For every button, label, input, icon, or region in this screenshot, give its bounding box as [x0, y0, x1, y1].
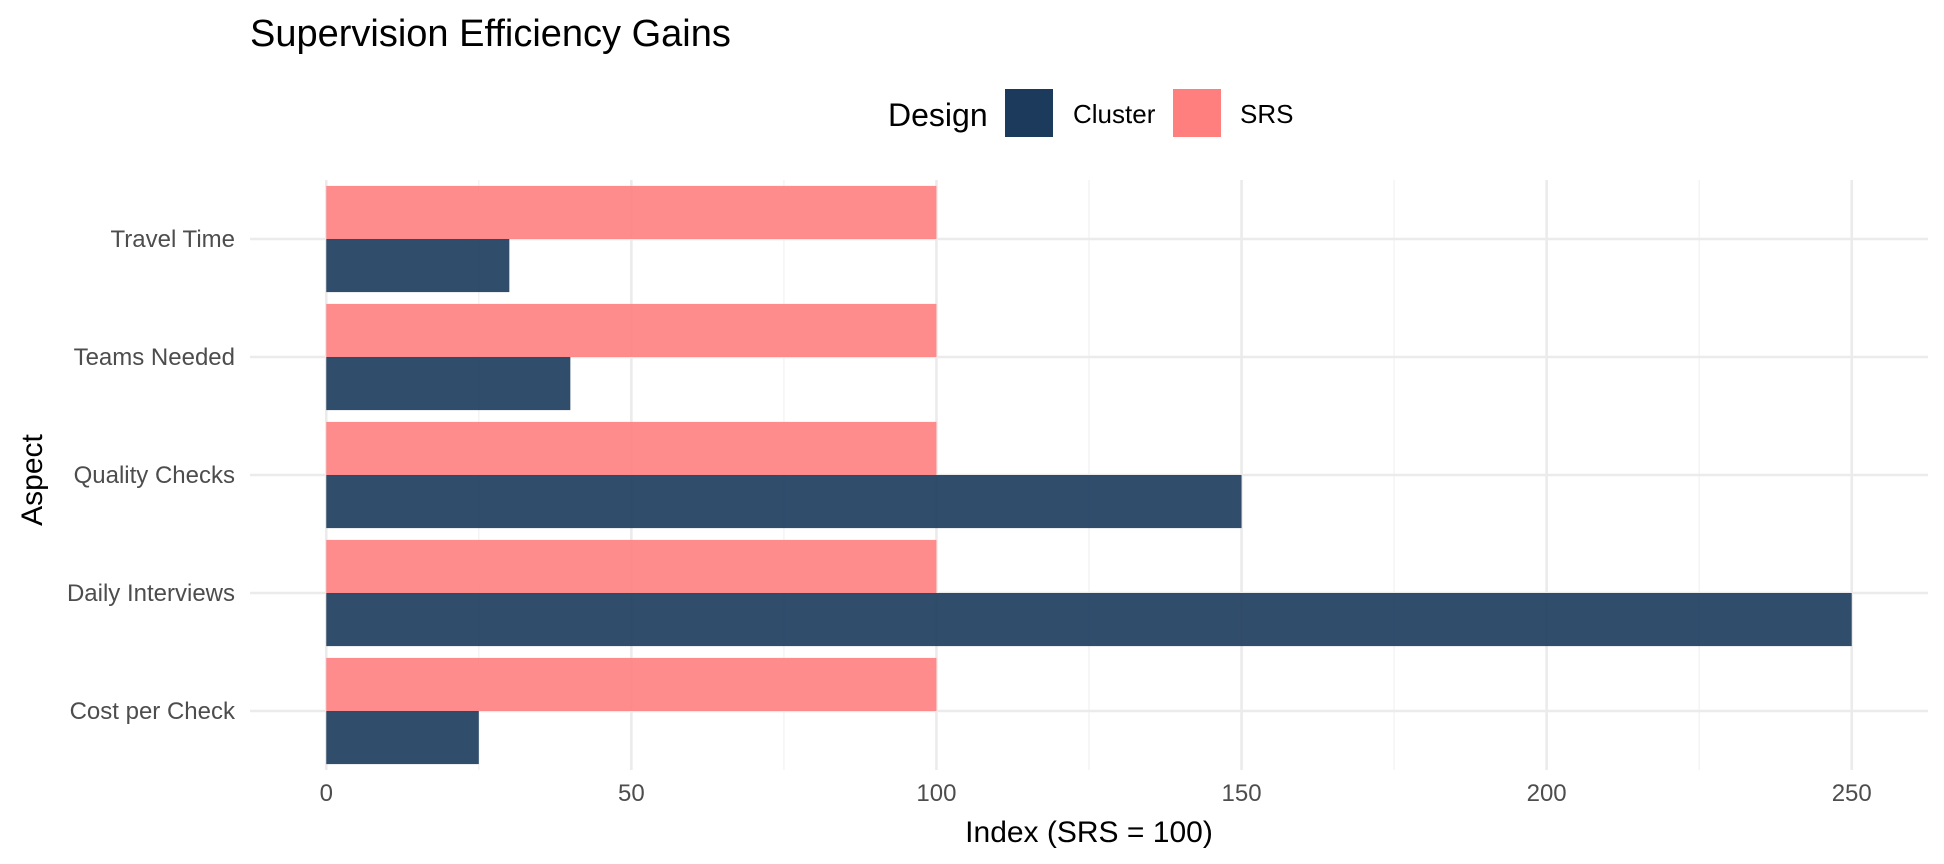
x-tick-label: 250	[1832, 780, 1872, 807]
y-tick-label: Travel Time	[111, 226, 235, 253]
legend-label-srs: SRS	[1240, 99, 1293, 129]
legend-key-srs	[1173, 89, 1221, 137]
bar-cluster	[326, 593, 1852, 647]
bar-cluster	[326, 239, 510, 293]
y-axis-title: Aspect	[16, 433, 49, 525]
x-tick-label: 100	[916, 780, 956, 807]
bar-srs	[326, 539, 937, 593]
x-tick-label: 50	[618, 780, 645, 807]
y-tick-label: Daily Interviews	[67, 580, 235, 607]
x-tick-labels: 0 50 100 150 200 250	[320, 780, 1872, 807]
x-axis-title: Index (SRS = 100)	[965, 816, 1213, 849]
y-tick-label: Teams Needed	[74, 344, 235, 371]
bars	[326, 185, 1852, 765]
y-tick-label: Cost per Check	[70, 698, 236, 725]
x-tick-label: 150	[1222, 780, 1262, 807]
bar-cluster	[326, 475, 1242, 529]
bar-srs	[326, 657, 937, 711]
y-tick-label: Quality Checks	[74, 462, 235, 489]
y-tick-labels: Cost per Check Daily Interviews Quality Ch…	[67, 226, 236, 725]
x-tick-label: 200	[1527, 780, 1567, 807]
bar-srs	[326, 421, 937, 475]
legend: Design Cluster SRS	[888, 89, 1293, 137]
bar-srs	[326, 185, 937, 239]
legend-key-cluster	[1005, 89, 1053, 137]
bar-srs	[326, 303, 937, 357]
bar-cluster	[326, 357, 571, 411]
x-tick-label: 0	[320, 780, 333, 807]
legend-title: Design	[888, 97, 988, 133]
legend-label-cluster: Cluster	[1073, 99, 1156, 129]
chart-title: Supervision Efficiency Gains	[250, 13, 731, 55]
bar-cluster	[326, 711, 479, 765]
